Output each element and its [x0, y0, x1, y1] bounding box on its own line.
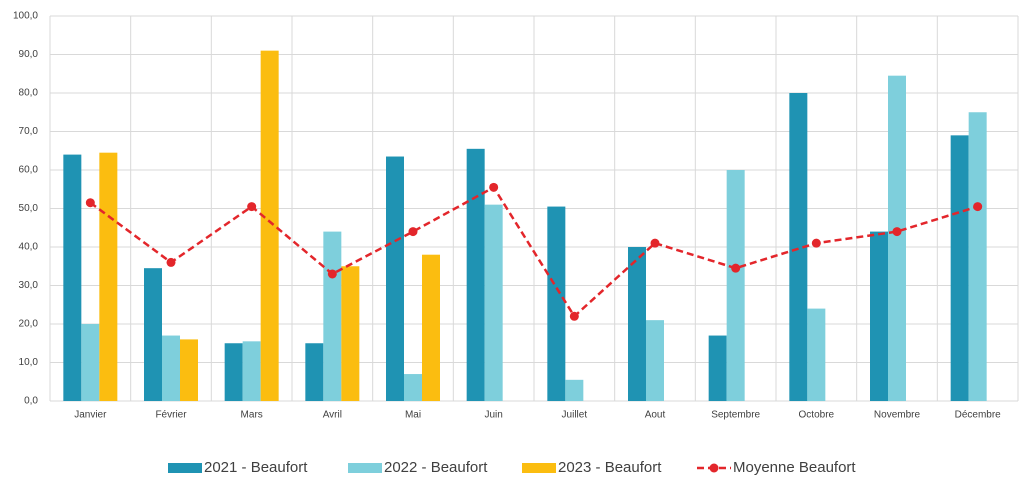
y-tick-label: 100,0	[13, 11, 38, 22]
point	[973, 202, 983, 212]
point	[731, 263, 741, 273]
legend-swatch	[709, 463, 719, 473]
y-tick-label: 60,0	[19, 165, 39, 176]
y-tick-label: 40,0	[19, 242, 39, 253]
y-tick-label: 50,0	[19, 203, 39, 214]
y-tick-label: 90,0	[19, 49, 39, 60]
y-tick-label: 10,0	[19, 357, 39, 368]
bar	[63, 154, 82, 401]
x-tick-label: Décembre	[955, 410, 1002, 421]
legend-label: Moyenne Beaufort	[733, 459, 856, 476]
bar	[180, 339, 198, 401]
bar	[242, 341, 261, 401]
y-tick-label: 70,0	[19, 126, 39, 137]
legend-label: 2023 - Beaufort	[558, 459, 662, 476]
point	[166, 257, 176, 267]
bar	[888, 75, 906, 402]
x-tick-label: Février	[155, 410, 187, 421]
bar	[81, 324, 100, 401]
bar	[466, 148, 485, 401]
bar	[870, 231, 888, 401]
bar	[547, 206, 566, 401]
bar	[708, 335, 727, 401]
point	[247, 202, 257, 212]
bar	[224, 343, 243, 401]
x-tick-label: Aout	[645, 410, 666, 421]
y-tick-label: 30,0	[19, 280, 39, 291]
point	[327, 269, 337, 279]
point	[650, 238, 660, 248]
x-tick-label: Juillet	[562, 410, 588, 421]
x-tick-label: Janvier	[74, 410, 107, 421]
point	[569, 311, 579, 321]
legend-label: 2021 - Beaufort	[204, 459, 308, 476]
point	[489, 182, 499, 192]
legend-label: 2022 - Beaufort	[384, 459, 488, 476]
bar	[646, 320, 664, 401]
bar	[789, 93, 808, 401]
bar	[144, 268, 162, 401]
bar	[323, 231, 342, 401]
bar	[260, 50, 279, 402]
bar	[162, 335, 180, 401]
bar	[341, 266, 360, 401]
x-tick-label: Octobre	[799, 410, 835, 421]
bar	[484, 204, 503, 401]
bar	[807, 308, 826, 401]
point	[811, 238, 821, 248]
x-tick-label: Avril	[323, 410, 342, 421]
line	[89, 185, 979, 319]
bar	[422, 254, 440, 401]
y-tick-label: 80,0	[19, 88, 39, 99]
legend-swatch	[522, 463, 556, 473]
bar	[628, 247, 646, 401]
y-tick-label: 0,0	[24, 396, 38, 407]
bar	[99, 152, 118, 401]
point	[892, 227, 902, 237]
point	[408, 227, 418, 237]
legend-swatch	[168, 463, 202, 473]
y-tick-label: 20,0	[19, 319, 39, 330]
bar	[565, 379, 584, 401]
x-tick-label: Mars	[241, 410, 263, 421]
bar	[386, 156, 404, 401]
bar	[968, 112, 987, 401]
point	[85, 198, 95, 208]
x-tick-label: Novembre	[874, 410, 921, 421]
bar	[726, 170, 745, 401]
x-tick-label: Septembre	[711, 410, 760, 421]
legend-swatch	[348, 463, 382, 473]
bar	[404, 374, 422, 401]
x-tick-label: Juin	[484, 410, 502, 421]
x-tick-label: Mai	[405, 410, 421, 421]
bar	[305, 343, 324, 401]
bar	[950, 135, 969, 401]
